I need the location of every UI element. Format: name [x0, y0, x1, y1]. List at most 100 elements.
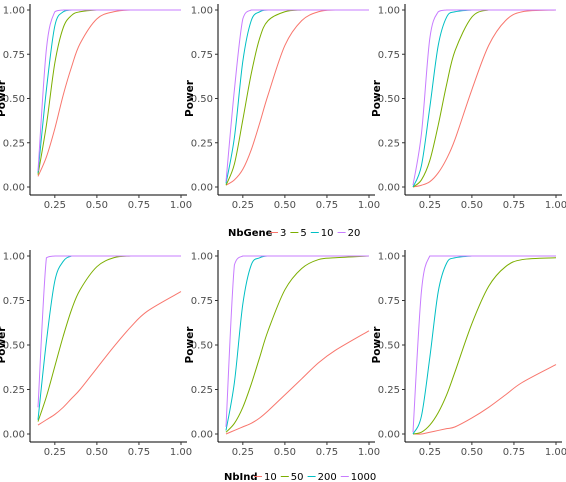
y-tick-label: 0.75	[191, 296, 213, 307]
x-tick-label: 0.75	[316, 200, 338, 211]
y-tick-label: 0.50	[3, 341, 25, 352]
legend-title: NbGene	[228, 228, 273, 239]
series-line-50	[225, 255, 370, 433]
y-tick-label: 1.00	[3, 252, 25, 263]
y-axis-label: Power	[184, 79, 196, 117]
y-tick-label: 1.00	[378, 6, 400, 17]
series-line-10	[412, 364, 557, 435]
x-tick-label: 1.00	[170, 447, 192, 458]
x-tick-label: 0.75	[503, 447, 525, 458]
x-tick-label: 0.50	[86, 200, 108, 211]
y-axis-label: Power	[184, 326, 196, 364]
legend-label-50: 50	[291, 472, 304, 482]
x-tick-label: 0.25	[419, 447, 441, 458]
legend-label-3: 3	[280, 228, 286, 239]
y-tick-label: 0.50	[191, 341, 213, 352]
series-line-3	[225, 9, 369, 186]
panel-bottom-right: 0.00 0.25 0.50 0.75 1.00 0.25 0.50 0.75 1.00 Powe…	[371, 250, 566, 458]
panel-top-middle: 0.00 0.25 0.50 0.75 1.00 0.25 0.50 0.75 1.00 Powe…	[184, 4, 380, 211]
x-tick-label: 1.00	[358, 200, 380, 211]
y-tick-label: 0.75	[191, 50, 213, 61]
series-line-20	[225, 9, 369, 182]
legend-label-1000: 1000	[351, 472, 376, 482]
legend-label-10: 10	[321, 228, 334, 239]
series-line-1000	[37, 255, 181, 408]
series-line-1000	[225, 255, 369, 427]
series-line-3	[412, 9, 557, 188]
series-line-10	[412, 9, 556, 188]
y-tick-label: 1.00	[191, 252, 213, 263]
series-line-50	[412, 257, 557, 435]
series-line-10	[37, 9, 181, 173]
y-tick-label: 0.25	[191, 138, 213, 149]
legend-label-20: 20	[348, 228, 361, 239]
x-tick-label: 0.75	[128, 200, 150, 211]
legend-label-5: 5	[300, 228, 306, 239]
y-axis-label: Power	[371, 326, 383, 364]
panel-bottom-left: 0.00 0.25 0.50 0.75 1.00 0.25 0.50 0.75 1.00 Powe…	[0, 250, 192, 458]
series-line-200	[412, 255, 556, 435]
x-tick-label: 1.00	[545, 200, 566, 211]
y-tick-label: 0.25	[378, 138, 400, 149]
x-tick-label: 0.75	[316, 447, 338, 458]
series-line-20	[37, 9, 181, 172]
legend-title: NbInd	[224, 472, 258, 482]
x-tick-label: 0.25	[232, 200, 254, 211]
y-tick-label: 0.00	[3, 430, 25, 441]
legend-nbgene: NbGene 3 5 10 20	[228, 228, 360, 239]
panel-top-left: 0.00 0.25 0.50 0.75 1.00 0.25 0.50 0.75 1.00 Powe…	[0, 4, 192, 211]
series-line-3	[37, 9, 181, 177]
y-tick-label: 0.25	[3, 385, 25, 396]
x-tick-label: 0.25	[44, 447, 66, 458]
y-tick-label: 0.00	[191, 183, 213, 194]
x-tick-label: 0.75	[128, 447, 150, 458]
x-tick-label: 1.00	[358, 447, 380, 458]
y-tick-label: 0.50	[378, 341, 400, 352]
series-line-5	[412, 9, 556, 188]
x-tick-label: 0.50	[86, 447, 108, 458]
legend-label-200: 200	[318, 472, 337, 482]
y-tick-label: 1.00	[191, 6, 213, 17]
y-tick-label: 0.50	[191, 94, 213, 105]
y-tick-label: 0.25	[3, 138, 25, 149]
y-axis-label: Power	[0, 326, 8, 364]
series-line-10	[225, 330, 370, 435]
y-tick-label: 0.75	[378, 50, 400, 61]
panel-bottom-middle: 0.00 0.25 0.50 0.75 1.00 0.25 0.50 0.75 1.00 Powe…	[184, 250, 380, 458]
x-tick-label: 0.50	[461, 200, 483, 211]
x-tick-label: 0.50	[274, 200, 296, 211]
x-tick-label: 0.50	[274, 447, 296, 458]
y-tick-label: 0.25	[191, 385, 213, 396]
x-tick-label: 1.00	[545, 447, 566, 458]
x-tick-label: 0.25	[44, 200, 66, 211]
x-tick-label: 1.00	[170, 200, 192, 211]
x-tick-label: 0.75	[503, 200, 525, 211]
y-tick-label: 0.00	[3, 183, 25, 194]
panel-top-right: 0.00 0.25 0.50 0.75 1.00 0.25 0.50 0.75 1.00 Powe…	[371, 4, 566, 211]
y-tick-label: 1.00	[3, 6, 25, 17]
y-axis-label: Power	[371, 79, 383, 117]
series-line-5	[37, 9, 181, 175]
y-tick-label: 0.50	[378, 94, 400, 105]
y-axis-label: Power	[0, 79, 8, 117]
series-line-50	[37, 255, 181, 422]
y-tick-label: 0.00	[378, 183, 400, 194]
y-tick-label: 0.00	[191, 430, 213, 441]
y-tick-label: 0.00	[378, 430, 400, 441]
series-line-20	[412, 9, 556, 186]
legend-label-10: 10	[264, 472, 277, 482]
panels: 0.00 0.25 0.50 0.75 1.00 0.25 0.50 0.75 1.00 Powe…	[0, 4, 566, 458]
y-tick-label: 0.75	[3, 50, 25, 61]
series-line-10	[225, 9, 369, 184]
series-line-10	[37, 291, 182, 426]
y-tick-label: 1.00	[378, 252, 400, 263]
series-line-1000	[412, 255, 556, 433]
y-tick-label: 0.75	[378, 296, 400, 307]
y-tick-label: 0.50	[3, 94, 25, 105]
series-line-200	[37, 255, 181, 420]
x-tick-label: 0.25	[419, 200, 441, 211]
x-tick-label: 0.25	[232, 447, 254, 458]
legend-nbind: NbInd 10 50 200 1000	[224, 472, 376, 482]
x-tick-label: 0.50	[461, 447, 483, 458]
